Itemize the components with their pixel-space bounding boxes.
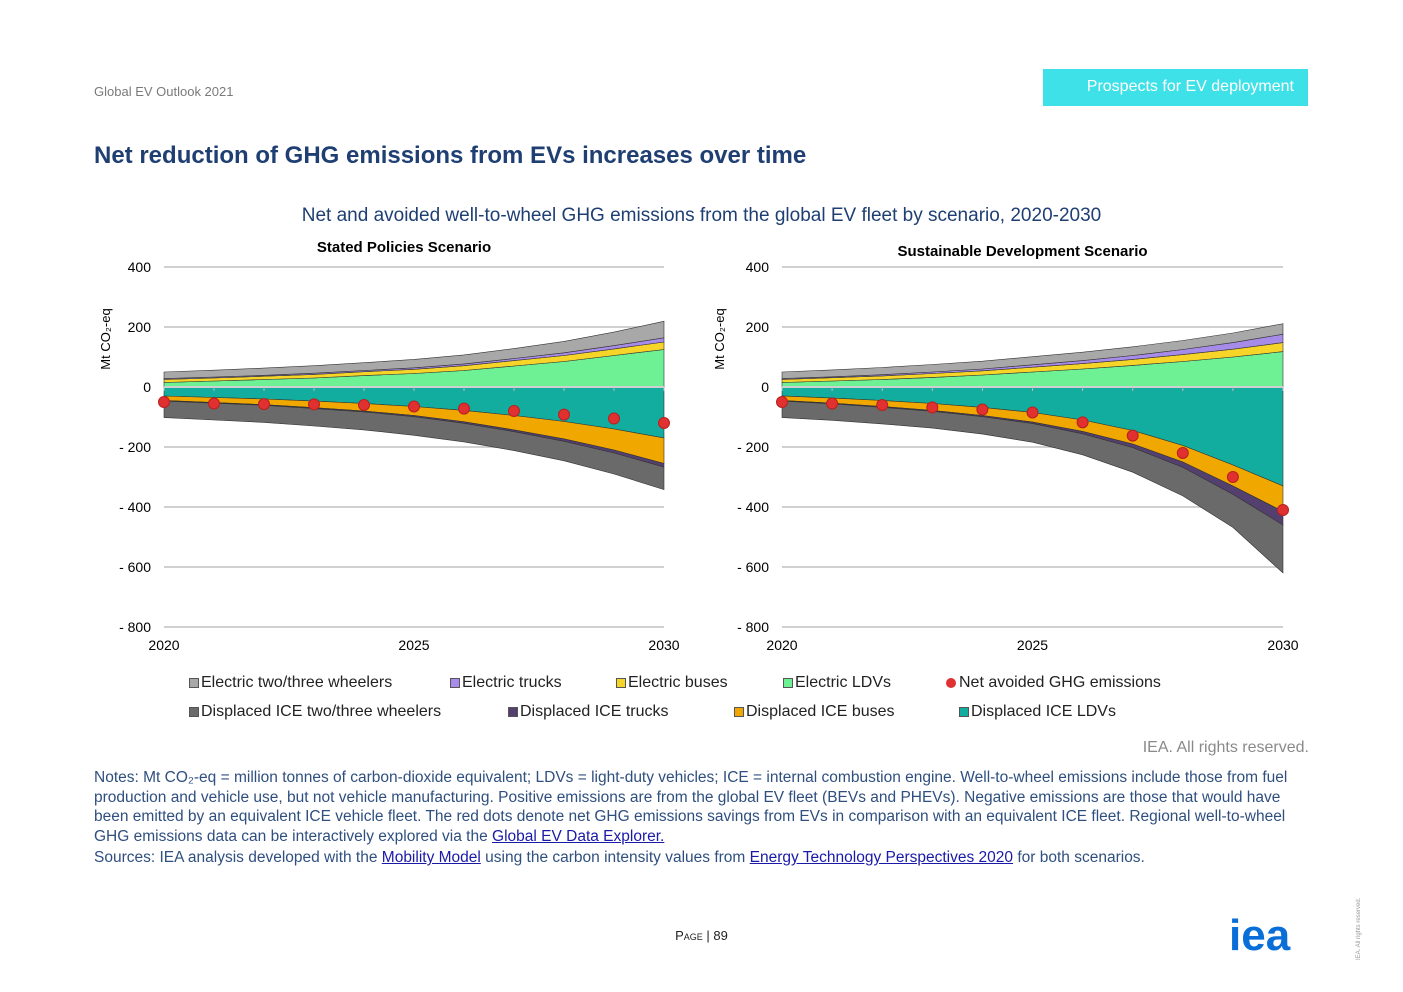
legend-label: Electric two/three wheelers [201,674,393,691]
notes: Notes: Mt CO₂-eq = million tonnes of car… [94,768,1309,846]
mobility-model-link[interactable]: Mobility Model [381,849,481,866]
y-tick-label: - 600 [119,559,151,575]
legend-swatch [616,678,626,688]
x-tick-label: 2020 [148,637,179,653]
page-title: Net reduction of GHG emissions from EVs … [94,142,807,169]
legend-item-electric-trucks: Electric trucks [450,674,562,692]
panel-title-1: Stated Policies Scenario [317,239,491,256]
net-point-2022 [258,398,270,411]
net-point-2023 [926,401,939,414]
net-point-2026 [458,402,470,415]
y-tick-label: - 200 [119,439,151,455]
y-tick-label: 400 [128,259,152,275]
legend-swatch [189,678,199,688]
net-point-2027 [1126,429,1139,442]
net-point-2021 [208,397,220,410]
section-tag: Prospects for EV deployment [1043,69,1308,106]
legend-item-displaced-ice-trucks: Displaced ICE trucks [508,703,669,721]
net-point-2024 [358,399,370,411]
negative-area-displaced-ice-two-three-wheelers [163,400,665,491]
net-point-2020 [158,396,170,408]
legend-swatch [783,678,793,688]
data-explorer-link[interactable]: Global EV Data Explorer. [492,827,665,845]
net-point-2030 [1277,504,1289,516]
page-label: Page [675,928,703,943]
sources: Sources: IEA analysis developed with the… [94,849,1309,867]
positive-area-electric-two-three-wheelers [781,323,1284,379]
net-point-2027 [508,405,520,417]
y-tick-label: 400 [746,259,770,275]
y-tick-label: - 400 [119,499,151,515]
net-point-2025 [1026,406,1039,419]
notes-text: Notes: Mt CO₂-eq = million tonnes of car… [94,769,1288,845]
net-point-2030 [658,417,670,429]
net-point-2023 [308,398,320,411]
y-axis-label: Mt CO₂-eq [712,308,727,369]
legend-item-displaced-ice-ldvs: Displaced ICE LDVs [959,703,1116,721]
legend-swatch [189,707,199,717]
y-tick-label: - 800 [119,619,151,635]
legend-item-net-avoided-ghg-emissions: Net avoided GHG emissions [946,674,1161,692]
legend-label: Displaced ICE two/three wheelers [201,703,442,720]
sources-middle: using the carbon intensity values from [480,849,750,866]
side-rights: IEA. All rights reserved. [1356,897,1362,960]
y-tick-label: - 600 [737,559,769,575]
y-tick-label: 200 [746,319,770,335]
y-tick-label: - 800 [737,619,769,635]
y-tick-label: - 200 [737,439,769,455]
legend-item-displaced-ice-buses: Displaced ICE buses [734,703,895,721]
net-point-2024 [976,403,989,416]
legend-label: Displaced ICE LDVs [971,703,1116,720]
legend-swatch [508,707,518,717]
positive-area-electric-two-three-wheelers [163,320,665,379]
net-point-2025 [408,400,420,413]
legend-label: Net avoided GHG emissions [959,674,1161,691]
x-tick-label: 2030 [648,637,679,653]
net-point-2022 [876,399,889,411]
y-tick-label: 200 [128,319,152,335]
x-tick-label: 2030 [1267,637,1298,653]
legend-swatch [734,707,744,717]
negative-area-displaced-ice-two-three-wheelers [781,400,1284,574]
net-point-2020 [776,396,788,408]
iea-logo: iea [1229,916,1291,956]
net-point-2021 [826,397,839,410]
legend-item-displaced-ice-two-three-wheelers: Displaced ICE two/three wheelers [189,703,441,721]
y-tick-label: 0 [761,379,769,395]
legend-label: Electric buses [628,674,728,691]
page-separator: | [702,928,714,943]
legend-swatch [959,707,969,717]
x-tick-label: 2025 [1017,637,1048,653]
y-tick-label: 0 [143,379,151,395]
net-point-2028 [558,408,570,421]
net-point-2028 [1176,447,1189,459]
legend-item-electric-ldvs: Electric LDVs [783,674,891,692]
legend-label: Electric trucks [462,674,562,691]
net-point-2029 [608,412,620,425]
legend-swatch [946,678,956,688]
legend-item-electric-buses: Electric buses [616,674,728,692]
etp-2020-link[interactable]: Energy Technology Perspectives 2020 [749,849,1014,866]
iea-logo-text: iea [1229,916,1291,956]
legend-swatch [450,678,460,688]
y-axis-label: Mt CO₂-eq [98,308,113,369]
rights-notice: IEA. All rights reserved. [1142,739,1309,756]
page-number: Page | 89 [0,928,1403,943]
legend-item-electric-two-three-wheelers: Electric two/three wheelers [189,674,392,692]
net-point-2026 [1076,416,1089,429]
sources-prefix: Sources: IEA analysis developed with the [94,849,382,866]
x-tick-label: 2025 [398,637,429,653]
figure-title: Net and avoided well-to-wheel GHG emissi… [301,205,1102,226]
page-number-value: 89 [713,928,728,943]
legend-label: Displaced ICE buses [746,703,895,720]
net-point-2029 [1226,471,1239,483]
legend-label: Electric LDVs [795,674,892,691]
sources-suffix: for both scenarios. [1013,849,1145,866]
panel-title-2: Sustainable Development Scenario [897,243,1147,260]
legend-label: Displaced ICE trucks [520,703,669,720]
y-tick-label: - 400 [737,499,769,515]
x-tick-label: 2020 [766,637,797,653]
document-title: Global EV Outlook 2021 [94,84,234,99]
